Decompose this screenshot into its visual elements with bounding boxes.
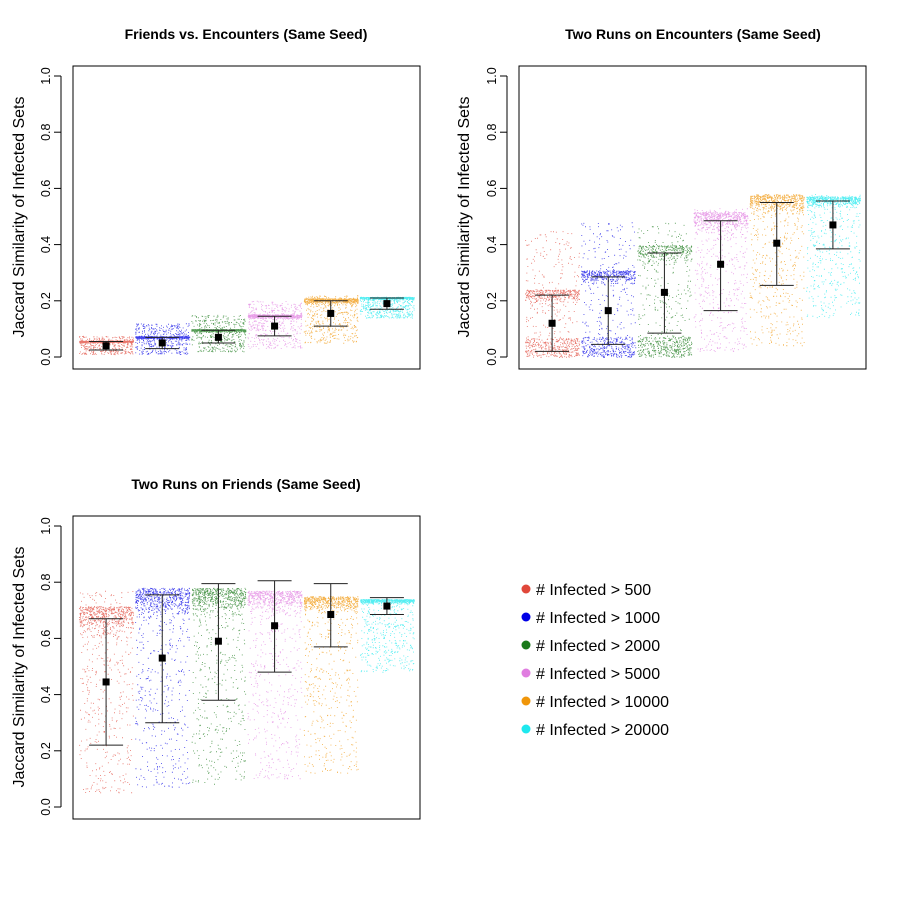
legend-swatch xyxy=(521,584,531,594)
legend-swatch xyxy=(521,724,531,734)
panel-title: Friends vs. Encounters (Same Seed) xyxy=(125,26,368,42)
y-tick-label: 0.8 xyxy=(39,123,53,140)
y-tick-label: 0.6 xyxy=(485,180,499,197)
y-tick-label: 1.0 xyxy=(485,67,499,84)
point-cloud xyxy=(191,314,247,353)
y-tick-label: 0.6 xyxy=(39,180,53,197)
legend-label: # Infected > 500 xyxy=(536,582,651,599)
legend-label: # Infected > 5000 xyxy=(536,666,660,683)
mean-marker xyxy=(660,288,668,296)
mean-marker xyxy=(383,300,391,308)
point-cloud xyxy=(191,587,247,785)
scatter-points xyxy=(135,587,191,788)
scatter-points xyxy=(637,222,693,358)
plot-area: 0.0 0.2 0.4 0.6 0.8 1.0 xyxy=(39,515,421,820)
y-tick-label: 0.0 xyxy=(485,348,499,365)
y-tick-label: 0.8 xyxy=(485,123,499,140)
mean-marker xyxy=(271,622,279,630)
point-cloud xyxy=(79,590,134,794)
y-axis: 0.0 0.2 0.4 0.6 0.8 1.0 xyxy=(39,67,62,366)
point-cloud xyxy=(247,300,303,350)
legend-swatch xyxy=(521,640,531,650)
plot-frame xyxy=(518,65,867,370)
scatter-points xyxy=(247,300,303,350)
y-axis-label: Jaccard Similarity of Infected Sets xyxy=(11,97,28,338)
y-axis: 0.0 0.2 0.4 0.6 0.8 1.0 xyxy=(39,517,62,816)
plot-frame xyxy=(72,515,421,820)
y-axis: 0.0 0.2 0.4 0.6 0.8 1.0 xyxy=(485,67,508,366)
y-axis-label: Jaccard Similarity of Infected Sets xyxy=(456,97,473,338)
y-axis-label: Jaccard Similarity of Infected Sets xyxy=(11,547,28,788)
legend-item: # Infected > 5000 xyxy=(521,666,660,683)
mean-marker xyxy=(773,239,781,247)
plot-area: 0.0 0.2 0.4 0.6 0.8 1.0 xyxy=(39,65,421,370)
scatter-points xyxy=(359,296,415,319)
scatter-points xyxy=(749,194,805,347)
y-tick-label: 1.0 xyxy=(39,517,53,534)
legend-label: # Infected > 10000 xyxy=(536,694,669,711)
y-tick-label: 0.0 xyxy=(39,798,53,815)
mean-marker xyxy=(383,602,391,610)
mean-marker xyxy=(214,333,222,341)
y-tick-label: 1.0 xyxy=(39,67,53,84)
mean-marker xyxy=(214,637,222,645)
panel-two-runs-encounters: Two Runs on Encounters (Same Seed) Jacca… xyxy=(456,26,867,370)
panel-friends-vs-encounters: Friends vs. Encounters (Same Seed) Jacca… xyxy=(11,26,421,370)
mean-marker xyxy=(548,319,556,327)
y-tick-label: 0.2 xyxy=(39,742,53,759)
mean-marker xyxy=(604,307,612,315)
scatter-points xyxy=(525,231,581,358)
y-tick-label: 0.4 xyxy=(485,236,499,253)
point-cloud xyxy=(135,587,191,788)
legend-label: # Infected > 1000 xyxy=(536,610,660,627)
y-tick-label: 0.2 xyxy=(39,292,53,309)
mean-marker xyxy=(271,322,279,330)
legend-swatch xyxy=(521,612,531,622)
scatter-points xyxy=(247,590,303,780)
scatter-points xyxy=(303,596,359,774)
mean-marker xyxy=(327,309,335,317)
legend: # Infected > 500 # Infected > 1000 # Inf… xyxy=(521,582,669,739)
panel-two-runs-friends: Two Runs on Friends (Same Seed) Jaccard … xyxy=(11,476,421,820)
point-cloud xyxy=(749,194,805,347)
panel-title: Two Runs on Friends (Same Seed) xyxy=(131,476,360,492)
plot-area: 0.0 0.2 0.4 0.6 0.8 1.0 xyxy=(485,65,867,370)
y-tick-label: 0.8 xyxy=(39,573,53,590)
mean-marker xyxy=(102,678,110,686)
y-tick-label: 0.0 xyxy=(39,348,53,365)
y-tick-label: 0.4 xyxy=(39,686,53,703)
legend-label: # Infected > 2000 xyxy=(536,638,660,655)
legend-swatch xyxy=(521,696,531,706)
point-cloud xyxy=(637,222,693,358)
point-cloud xyxy=(525,231,581,358)
legend-item: # Infected > 10000 xyxy=(521,694,669,711)
y-tick-label: 0.4 xyxy=(39,236,53,253)
legend-item: # Infected > 20000 xyxy=(521,722,669,739)
point-cloud xyxy=(79,335,134,356)
y-tick-label: 0.2 xyxy=(485,292,499,309)
y-tick-label: 0.6 xyxy=(39,630,53,647)
point-cloud xyxy=(247,590,303,780)
point-cloud xyxy=(303,596,359,774)
scatter-points xyxy=(191,587,247,785)
plot-frame xyxy=(72,65,421,370)
panel-title: Two Runs on Encounters (Same Seed) xyxy=(565,26,821,42)
legend-swatch xyxy=(521,668,531,678)
scatter-points xyxy=(79,590,134,794)
mean-marker xyxy=(717,260,725,268)
point-cloud xyxy=(359,296,415,319)
legend-item: # Infected > 2000 xyxy=(521,638,660,655)
legend-label: # Infected > 20000 xyxy=(536,722,669,739)
mean-marker xyxy=(158,339,166,347)
mean-marker xyxy=(327,611,335,619)
mean-marker xyxy=(158,654,166,662)
legend-item: # Infected > 1000 xyxy=(521,610,660,627)
legend-item: # Infected > 500 xyxy=(521,582,651,599)
mean-marker xyxy=(102,342,110,350)
scatter-points xyxy=(191,314,247,353)
mean-marker xyxy=(829,221,837,229)
scatter-points xyxy=(79,335,134,356)
